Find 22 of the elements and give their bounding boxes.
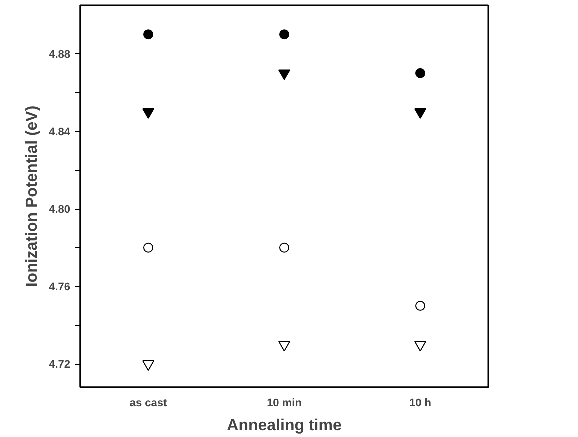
point [416,68,426,78]
x-tick-label: 10 min [267,398,302,410]
point [144,30,154,40]
x-tick-label: as cast [130,398,168,410]
y-tick-label: 4.88 [49,48,71,61]
point [414,341,426,352]
point [278,341,290,352]
point [144,242,154,253]
x-axis-title: Annealing time [227,418,342,434]
point [280,30,290,40]
y-tick-label: 4.72 [49,359,71,372]
point [414,108,426,119]
point [278,70,290,80]
point [142,360,154,372]
point [142,108,154,119]
y-tick-label: 4.80 [49,204,71,216]
y-axis-title: Ionization Potential (eV) [24,106,42,288]
x-tick-label: 10 h [409,398,432,410]
point [416,301,426,312]
point [280,242,290,253]
y-tick-label: 4.76 [49,282,71,294]
y-tick-label: 4.84 [49,126,72,139]
